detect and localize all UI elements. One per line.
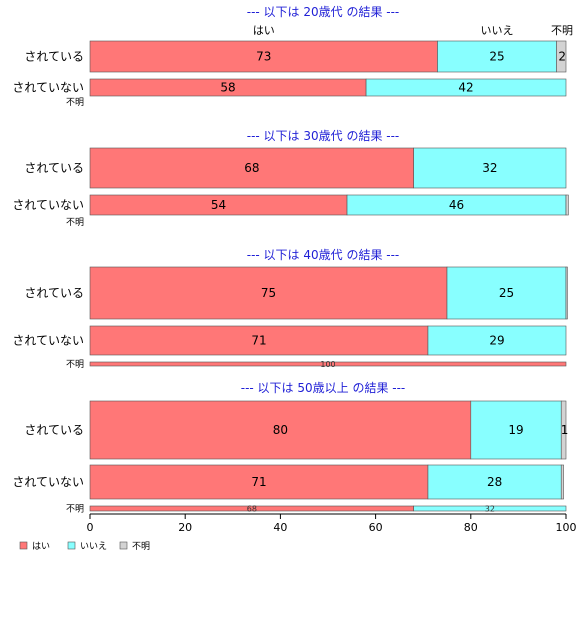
x-tick-label: 80 [464,521,478,534]
legend-label: いいえ [80,541,107,552]
bar-value-label: 2 [558,50,566,64]
row-label: されていない [12,334,84,348]
bar-segment [565,194,569,216]
row-label: されている [24,50,84,64]
bar-value-label: 100 [320,360,335,369]
bar-segment [565,266,568,320]
panel-title: --- 以下は 40歳代 の結果 --- [247,248,400,262]
bar-value-label: 29 [489,334,504,348]
x-tick-label: 40 [273,521,287,534]
bar-segment [437,40,557,73]
bar-segment [89,40,438,73]
bar-value-label: 68 [244,161,259,175]
bar-value-label: 28 [487,475,502,489]
bar-value-label: 25 [499,286,514,300]
bar-segment [470,400,562,460]
bar-value-label: 71 [251,475,266,489]
row-label: 不明 [66,217,84,228]
x-tick-label: 0 [87,521,94,534]
bar-value-label: 71 [251,334,266,348]
top-category-label: 不明 [551,24,573,37]
bar-value-label: 32 [482,161,497,175]
bar-value-label: 80 [273,423,288,437]
panel-title: --- 以下は 50歳以上 の結果 --- [241,381,406,395]
row-label: されていない [12,475,84,489]
panel-2: --- 以下は 30歳代 の結果 --- されている 68 32 されていない 54 46 不… [12,129,569,228]
bar-value-label: 68 [247,505,257,514]
x-tick-label: 60 [369,521,383,534]
bar-value-label: 25 [489,50,504,64]
panel-title: --- 以下は 30歳代 の結果 --- [247,129,400,143]
bar-segment [89,147,414,189]
legend-swatch [119,541,128,550]
bar-segment [427,325,567,356]
bar-segment [413,505,567,512]
bar-value-label: 73 [256,50,271,64]
row-label: 不明 [66,359,84,370]
top-category-label: はい [253,24,275,37]
row-label: 不明 [66,504,84,515]
row-label: されていない [12,81,84,95]
bar-value-label: 42 [458,81,473,95]
bar-value-label: 75 [261,286,276,300]
bar-value-label: 32 [485,505,495,514]
bar-segment [365,78,567,97]
bar-segment [89,325,429,356]
row-label: 不明 [66,97,84,108]
bar-segment [89,266,448,320]
legend: はい いいえ 不明 [19,541,150,552]
legend-label: 不明 [132,541,150,552]
panel-title: --- 以下は 20歳代 の結果 --- [247,5,400,19]
row-label: されていない [12,198,84,212]
bar-value-label: 46 [449,198,464,212]
top-category-label: いいえ [480,24,513,37]
bar-value-label: 54 [211,198,226,212]
x-tick-label: 20 [178,521,192,534]
x-axis: 0 20 40 60 80 100 [87,513,577,534]
bar-segment [560,464,564,500]
bar-segment [89,400,472,460]
bar-value-label: 19 [508,423,523,437]
x-tick-label: 100 [556,521,577,534]
bar-segment [556,40,567,73]
bar-segment [89,464,429,500]
legend-swatch [19,541,28,550]
legend-label: はい [32,541,50,552]
panel-4: --- 以下は 50歳以上 の結果 --- されている 80 19 1 されていない 71 2… [12,381,568,515]
row-label: されている [24,423,84,437]
panel-3: --- 以下は 40歳代 の結果 --- されている 75 25 されていない 71 29 不… [12,248,568,370]
bar-value-label: 1 [561,423,569,437]
bar-segment [89,361,567,367]
row-label: されている [24,286,84,300]
bar-segment [413,147,567,189]
legend-swatch [67,541,76,550]
bar-segment [560,400,567,460]
row-label: されている [24,161,84,175]
bar-value-label: 58 [220,81,235,95]
